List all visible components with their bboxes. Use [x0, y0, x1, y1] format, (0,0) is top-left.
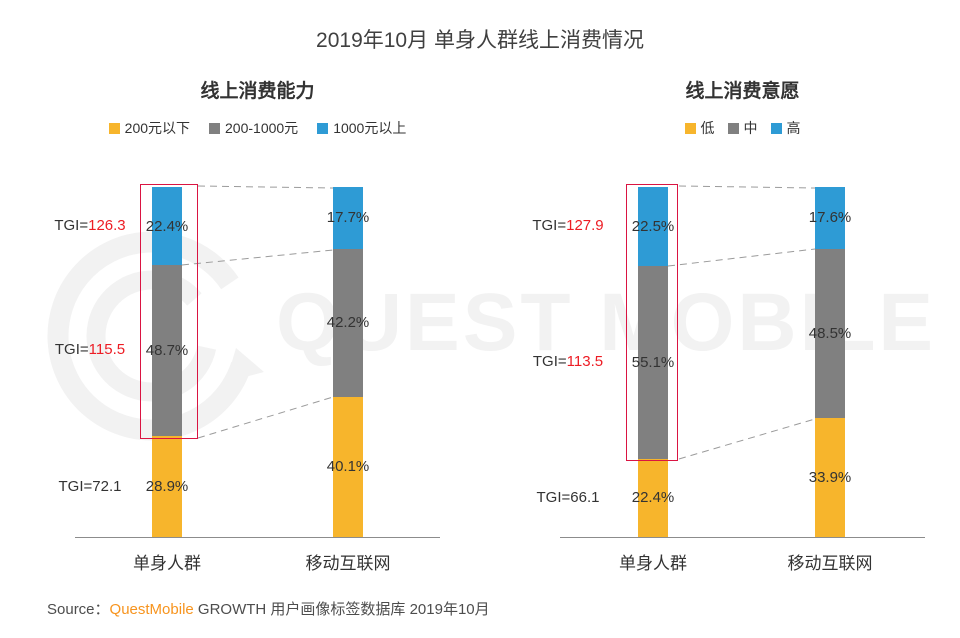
- legend-label: 高: [786, 120, 801, 136]
- chart-title-consumption-ability: 线上消费能力: [200, 81, 315, 102]
- bar-segment-1000plus: 22.4%: [146, 187, 188, 266]
- tgi-label: TGI=66.1: [508, 488, 628, 508]
- bar-segment-high: 22.5%: [632, 187, 674, 266]
- legend-label: 低: [700, 120, 715, 136]
- source-prefix: Source：: [47, 601, 110, 618]
- x-axis-label-single: 单身人群: [619, 554, 687, 573]
- bar-segment-low: 22.4%: [632, 458, 674, 537]
- tgi-label: TGI=126.3: [30, 216, 150, 236]
- legend-label: 200-1000元: [225, 120, 299, 136]
- legend-swatch-yellow: [108, 122, 120, 134]
- segment-value-label: 55.1%: [631, 353, 675, 371]
- segment-value-label: 28.9%: [145, 477, 189, 495]
- chart-title-consumption-willingness: 线上消费意愿: [685, 81, 800, 102]
- legend-swatch-blue: [770, 122, 782, 134]
- legend-label: 中: [743, 120, 758, 136]
- legend-swatch-yellow: [684, 122, 696, 134]
- bar-segment-mid: 48.5%: [809, 248, 851, 419]
- legend-consumption-ability: 200元以下 200-1000元 1000元以上: [75, 118, 440, 138]
- tgi-value: 66.1: [570, 489, 600, 506]
- legend-consumption-willingness: 低 中 高: [560, 118, 925, 138]
- segment-value-label: 22.4%: [145, 217, 189, 235]
- legend-item: 1000元以上: [317, 118, 406, 138]
- tgi-prefix: TGI=: [536, 489, 571, 506]
- tgi-label: TGI=115.5: [30, 340, 150, 360]
- legend-item: 中: [727, 118, 758, 138]
- legend-item: 200-1000元: [209, 118, 298, 138]
- legend-item: 200元以下: [108, 118, 191, 138]
- x-axis-line: [75, 537, 440, 538]
- stacked-bar-ability-single: 22.4% 48.7% 28.9%: [146, 187, 188, 537]
- segment-value-label: 33.9%: [808, 469, 852, 487]
- tgi-label: TGI=127.9: [508, 216, 628, 236]
- source-rest: GROWTH 用户画像标签数据库 2019年10月: [193, 601, 490, 618]
- segment-value-label: 22.4%: [631, 489, 675, 507]
- bar-segment-200to1000: 42.2%: [327, 248, 369, 397]
- stacked-bar-ability-mobile: 17.7% 42.2% 40.1%: [327, 187, 369, 537]
- x-axis-label-mobile: 移动互联网: [305, 554, 391, 573]
- highlight-box-ability-single: [140, 184, 198, 439]
- tgi-prefix: TGI=: [532, 217, 567, 234]
- legend-item: 低: [684, 118, 715, 138]
- page-title: 2019年10月 单身人群线上消费情况: [316, 29, 644, 52]
- bar-segment-200to1000: 48.7%: [146, 265, 188, 436]
- x-axis-line: [560, 537, 925, 538]
- legend-label: 1000元以上: [333, 120, 407, 136]
- legend-swatch-gray: [727, 122, 739, 134]
- bar-segment-high: 17.6%: [809, 187, 851, 249]
- tgi-prefix: TGI=: [58, 478, 93, 495]
- tgi-value: 127.9: [566, 217, 604, 234]
- stacked-bar-willingness-single: 22.5% 55.1% 22.4%: [632, 187, 674, 537]
- segment-value-label: 17.7%: [326, 209, 370, 227]
- legend-swatch-gray: [209, 122, 221, 134]
- bar-segment-mid: 55.1%: [632, 265, 674, 459]
- segment-value-label: 48.5%: [808, 324, 852, 342]
- highlight-box-willingness-single: [626, 184, 678, 461]
- tgi-prefix: TGI=: [532, 353, 567, 370]
- segment-value-label: 42.2%: [326, 314, 370, 332]
- tgi-value: 115.5: [88, 341, 126, 358]
- bar-segment-under200: 40.1%: [327, 396, 369, 537]
- segment-value-label: 17.6%: [808, 209, 852, 227]
- x-axis-label-single: 单身人群: [133, 554, 201, 573]
- legend-swatch-blue: [317, 122, 329, 134]
- tgi-prefix: TGI=: [54, 341, 89, 358]
- segment-value-label: 22.5%: [631, 217, 675, 235]
- tgi-label: TGI=72.1: [30, 477, 150, 497]
- legend-label: 200元以下: [124, 120, 191, 136]
- tgi-value: 72.1: [92, 478, 122, 495]
- bar-segment-low: 33.9%: [809, 418, 851, 537]
- legend-item: 高: [770, 118, 801, 138]
- segment-value-label: 48.7%: [145, 342, 189, 360]
- source-line: Source：QuestMobile GROWTH 用户画像标签数据库 2019…: [47, 598, 490, 619]
- tgi-value: 113.5: [566, 353, 604, 370]
- tgi-label: TGI=113.5: [508, 352, 628, 372]
- segment-value-label: 40.1%: [326, 458, 370, 476]
- tgi-prefix: TGI=: [54, 217, 89, 234]
- bar-segment-under200: 28.9%: [146, 435, 188, 537]
- source-brand: QuestMobile: [109, 601, 194, 618]
- x-axis-label-mobile: 移动互联网: [787, 554, 873, 573]
- tgi-value: 126.3: [88, 217, 126, 234]
- bar-segment-1000plus: 17.7%: [327, 187, 369, 249]
- stacked-bar-willingness-mobile: 17.6% 48.5% 33.9%: [809, 187, 851, 537]
